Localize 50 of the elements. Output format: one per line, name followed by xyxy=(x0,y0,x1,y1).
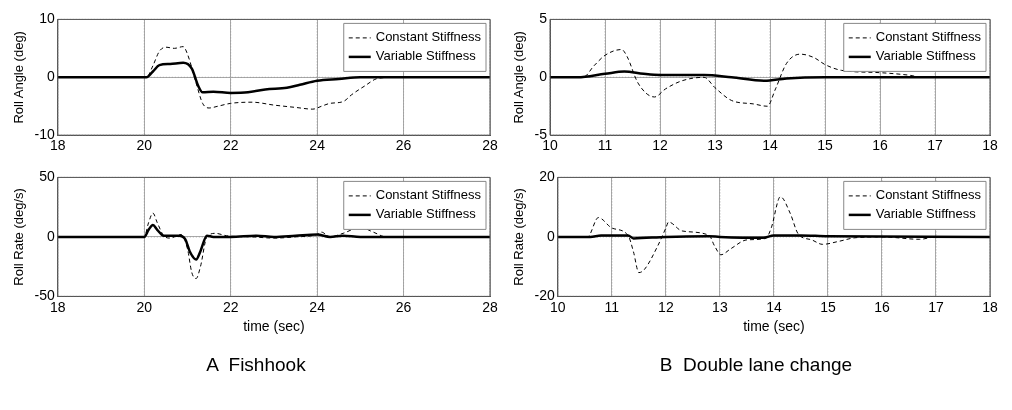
x-tick-label: 14 xyxy=(766,298,782,315)
legend-label: Constant Stiffness xyxy=(875,29,982,45)
y-tick-label: 0 xyxy=(547,227,556,244)
text: B Double lane change xyxy=(658,354,854,376)
x-tick-label: 22 xyxy=(222,137,239,154)
legend-label: Constant Stiffness xyxy=(375,29,482,45)
x-tick-label: 15 xyxy=(817,137,834,154)
x-tick-label: 17 xyxy=(927,137,943,154)
x-tick-label: 20 xyxy=(136,298,153,315)
x-axis-title: time (sec) xyxy=(743,318,805,335)
x-tick-label: 13 xyxy=(712,298,728,315)
x-tick-label: 22 xyxy=(222,298,239,315)
x-tick-label: 28 xyxy=(482,298,498,315)
y-tick-label: 0 xyxy=(539,68,548,85)
legend-label: Variable Stiffness xyxy=(875,48,977,64)
x-tick-label: 11 xyxy=(597,137,613,154)
x-tick-label: 26 xyxy=(395,137,412,154)
x-tick-label: 18 xyxy=(982,298,998,315)
y-tick-label: 0 xyxy=(47,227,56,244)
x-tick-label: 24 xyxy=(309,137,326,154)
x-tick-label: 11 xyxy=(604,298,620,315)
legend-label: Constant Stiffness xyxy=(375,187,482,203)
y-axis-title: Roll Angle (deg) xyxy=(11,31,27,124)
x-tick-label: 12 xyxy=(658,298,674,315)
x-tick-label: 12 xyxy=(652,137,669,154)
x-axis-title: time (sec) xyxy=(243,318,305,335)
legend-label: Variable Stiffness xyxy=(375,48,477,64)
y-axis-title: Roll Angle (deg) xyxy=(511,31,527,124)
legend-label: Variable Stiffness xyxy=(875,206,977,222)
x-tick-label: 20 xyxy=(136,137,153,154)
x-tick-label: 16 xyxy=(872,137,889,154)
x-tick-label: 15 xyxy=(820,298,836,315)
x-tick-label: 13 xyxy=(707,137,724,154)
legend-label: Variable Stiffness xyxy=(375,206,477,222)
legend-label: Constant Stiffness xyxy=(875,187,982,203)
y-tick-label: 50 xyxy=(39,168,56,185)
x-tick-label: 17 xyxy=(928,298,944,315)
x-tick-label: 18 xyxy=(982,137,998,154)
x-tick-label: 14 xyxy=(762,137,779,154)
y-axis-title: Roll Rate (deg/s) xyxy=(11,188,27,286)
y-tick-label: 5 xyxy=(539,10,548,27)
x-tick-label: 16 xyxy=(874,298,890,315)
y-tick-label: 0 xyxy=(47,68,56,85)
x-tick-label: 26 xyxy=(395,298,412,315)
y-tick-label: 20 xyxy=(539,168,556,185)
x-tick-label: 24 xyxy=(309,298,326,315)
x-tick-label: 28 xyxy=(482,137,498,154)
y-tick-label: 10 xyxy=(39,10,56,27)
y-axis-title: Roll Rate (deg/s) xyxy=(511,188,527,286)
text: A Fishhook xyxy=(205,354,307,376)
